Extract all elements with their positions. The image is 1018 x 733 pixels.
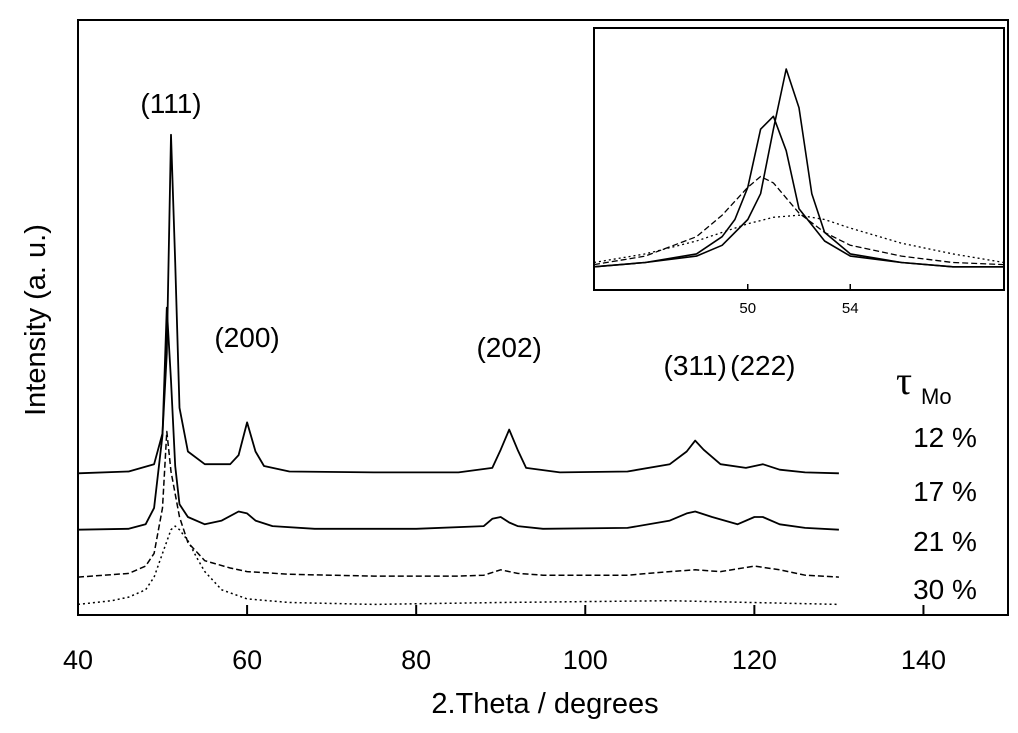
x-tick-label: 140 xyxy=(901,645,946,675)
series-line-1 xyxy=(77,133,839,475)
x-tick-label: 120 xyxy=(732,645,777,675)
series-line-3 xyxy=(77,430,839,578)
peak-label: (202) xyxy=(476,332,541,363)
peak-labels: (111) (200) (202) (311) (222) xyxy=(140,88,795,381)
inset-frame xyxy=(593,27,1005,291)
legend-title-subscript: Mo xyxy=(921,384,952,409)
series-line-4 xyxy=(77,525,839,606)
main-plot-frame xyxy=(77,19,1009,616)
inset-traces xyxy=(593,68,1005,268)
x-tick-label: 60 xyxy=(232,645,262,675)
inset-series-line-4 xyxy=(593,214,1005,264)
peak-label: (200) xyxy=(214,322,279,353)
x-axis-ticks: 40 60 80 100 120 140 xyxy=(63,605,946,675)
x-tick-label: 100 xyxy=(563,645,608,675)
peak-label: (311) xyxy=(664,350,727,381)
x-tick-label: 40 xyxy=(63,645,93,675)
inset-axis-ticks: 50 54 xyxy=(739,284,859,317)
legend-title-tau: τ xyxy=(896,358,912,403)
peak-label: (222) xyxy=(730,350,795,381)
series-label: 12 % xyxy=(913,422,977,453)
series-label: 17 % xyxy=(913,476,977,507)
series-label: 30 % xyxy=(913,574,977,605)
series-line-2 xyxy=(77,306,839,531)
main-traces xyxy=(77,133,839,606)
inset-series-line-2 xyxy=(593,115,1004,268)
peak-label: (111) xyxy=(140,88,201,119)
x-tick-label: 80 xyxy=(401,645,431,675)
series-label: 21 % xyxy=(913,526,977,557)
inset-series-line-3 xyxy=(593,175,1005,266)
inset-tick-label: 50 xyxy=(739,300,756,317)
series-labels: 12 % 17 % 21 % 30 % xyxy=(913,422,977,605)
inset-tick-label: 54 xyxy=(842,300,859,317)
x-axis-title: 2.Theta / degrees xyxy=(431,688,658,720)
y-axis-title: Intensity (a. u.) xyxy=(20,224,52,416)
